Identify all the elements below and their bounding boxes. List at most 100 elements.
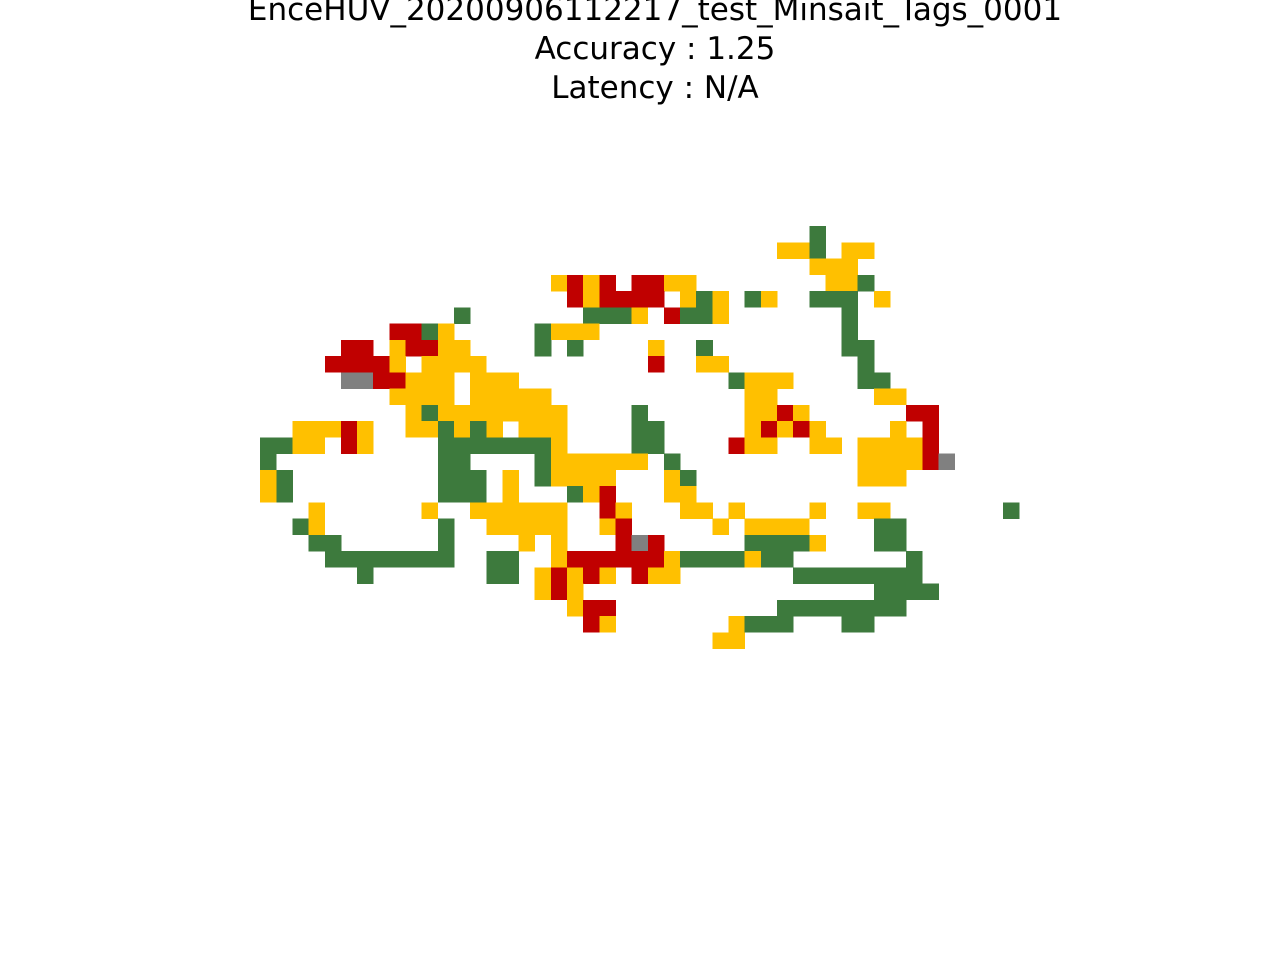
green-cell	[470, 421, 487, 438]
green-cell	[776, 616, 794, 633]
yellow-cell	[470, 372, 487, 389]
yellow-cell	[518, 404, 536, 422]
yellow-cell	[308, 421, 326, 438]
red-cell	[340, 437, 358, 454]
yellow-cell	[744, 421, 762, 438]
yellow-cell	[486, 518, 503, 536]
green-cell	[405, 551, 423, 568]
yellow-cell	[389, 388, 406, 406]
green-cell	[1003, 502, 1020, 519]
yellow-cell	[437, 388, 455, 406]
green-cell	[857, 599, 875, 617]
yellow-cell	[599, 567, 616, 584]
green-cell	[873, 534, 891, 552]
yellow-cell	[712, 632, 729, 649]
green-cell	[631, 404, 649, 422]
green-cell	[534, 437, 552, 454]
green-cell	[308, 534, 326, 552]
green-cell	[615, 307, 632, 324]
yellow-cell	[308, 518, 326, 536]
yellow-cell	[728, 502, 746, 519]
yellow-cell	[518, 421, 536, 438]
yellow-cell	[841, 274, 859, 292]
red-cell	[906, 404, 923, 422]
yellow-cell	[567, 453, 584, 471]
green-cell	[421, 551, 439, 568]
green-cell	[873, 518, 891, 536]
green-cell	[696, 551, 713, 568]
yellow-cell	[793, 404, 810, 422]
green-cell	[793, 567, 810, 584]
green-cell	[809, 226, 826, 243]
yellow-cell	[470, 388, 487, 406]
green-cell	[873, 372, 891, 389]
yellow-cell	[712, 291, 729, 308]
red-cell	[550, 567, 568, 584]
yellow-cell	[680, 274, 697, 292]
green-cell	[421, 404, 439, 422]
yellow-cell	[486, 372, 503, 389]
red-cell	[389, 323, 406, 341]
yellow-cell	[825, 274, 842, 292]
green-cell	[583, 307, 600, 324]
yellow-cell	[502, 486, 519, 503]
yellow-cell	[906, 453, 923, 471]
green-cell	[631, 421, 649, 438]
green-cell	[437, 421, 455, 438]
green-cell	[793, 599, 810, 617]
green-cell	[340, 551, 358, 568]
green-cell	[744, 291, 762, 308]
chart-title: EnceHUV_20200906112217_test_Minsait_Tags…	[0, 0, 1280, 108]
green-cell	[324, 551, 342, 568]
yellow-cell	[486, 421, 503, 438]
yellow-cell	[583, 486, 600, 503]
green-cell	[744, 534, 762, 552]
green-cell	[857, 567, 875, 584]
yellow-cell	[567, 567, 584, 584]
green-cell	[534, 469, 552, 487]
yellow-cell	[421, 356, 439, 373]
yellow-cell	[744, 518, 762, 536]
yellow-cell	[421, 502, 439, 519]
green-cell	[421, 323, 439, 341]
green-cell	[276, 469, 293, 487]
green-cell	[470, 437, 487, 454]
yellow-cell	[405, 372, 423, 389]
green-cell	[453, 453, 471, 471]
yellow-cell	[550, 323, 568, 341]
yellow-cell	[437, 404, 455, 422]
yellow-cell	[809, 502, 826, 519]
yellow-cell	[873, 502, 891, 519]
yellow-cell	[453, 356, 471, 373]
green-cell	[437, 486, 455, 503]
yellow-cell	[502, 518, 519, 536]
yellow-cell	[615, 453, 632, 471]
yellow-cell	[890, 421, 907, 438]
gray-cell	[938, 453, 955, 471]
yellow-cell	[437, 356, 455, 373]
green-cell	[873, 567, 891, 584]
green-cell	[502, 567, 519, 584]
yellow-cell	[890, 437, 907, 454]
green-cell	[437, 437, 455, 454]
red-cell	[583, 616, 600, 633]
yellow-cell	[357, 421, 374, 438]
yellow-cell	[502, 388, 519, 406]
yellow-cell	[809, 534, 826, 552]
yellow-cell	[647, 339, 665, 357]
yellow-cell	[453, 421, 471, 438]
yellow-cell	[857, 502, 875, 519]
yellow-cell	[873, 291, 891, 308]
yellow-cell	[809, 421, 826, 438]
red-cell	[647, 356, 665, 373]
red-cell	[615, 534, 632, 552]
yellow-cell	[744, 437, 762, 454]
yellow-cell	[567, 599, 584, 617]
green-cell	[647, 421, 665, 438]
red-cell	[599, 291, 616, 308]
green-cell	[906, 583, 923, 601]
yellow-cell	[793, 518, 810, 536]
yellow-cell	[712, 356, 729, 373]
green-cell	[453, 469, 471, 487]
yellow-cell	[890, 388, 907, 406]
